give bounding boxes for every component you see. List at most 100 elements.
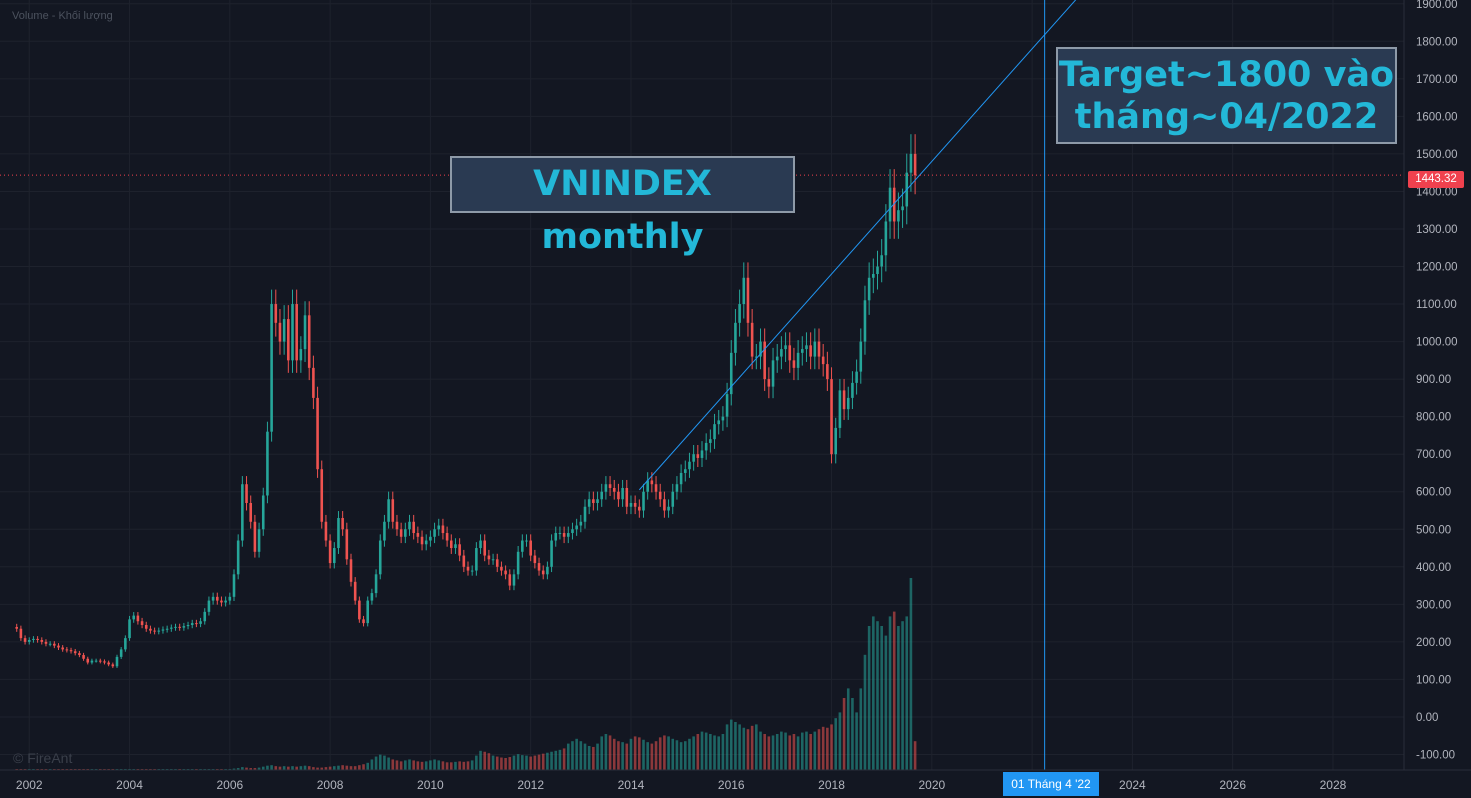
- candle-body: [621, 487, 624, 500]
- candle-body: [725, 394, 729, 417]
- candle-body: [136, 615, 140, 622]
- candle-body: [700, 450, 704, 458]
- candle-body: [554, 533, 558, 541]
- volume-bar: [358, 765, 361, 770]
- candle-body: [587, 499, 591, 507]
- candle-body: [600, 491, 604, 500]
- volume-bar: [307, 766, 311, 770]
- candle-body: [704, 442, 708, 451]
- candle-body: [608, 484, 612, 488]
- candle-body: [817, 341, 821, 357]
- y-tick-label: 1500.00: [1416, 149, 1458, 161]
- candle-body: [224, 600, 227, 603]
- volume-bar: [817, 729, 821, 770]
- candle-body: [692, 454, 695, 462]
- candle-body: [378, 540, 382, 575]
- candle-body: [395, 521, 399, 530]
- volume-bar: [291, 766, 294, 770]
- candle-body: [220, 600, 223, 603]
- volume-bar: [834, 718, 838, 770]
- candle-body: [830, 379, 833, 455]
- volume-bar: [771, 735, 775, 770]
- volume-bar: [449, 762, 453, 770]
- candle-body: [287, 319, 290, 361]
- y-tick-label: 0.00: [1416, 712, 1438, 724]
- volume-bar: [897, 626, 900, 770]
- candle-body: [236, 540, 240, 575]
- volume-bar: [312, 767, 315, 770]
- candle-body: [186, 624, 190, 627]
- candle-body: [546, 566, 549, 575]
- volume-bar: [625, 743, 629, 770]
- candle-body: [583, 506, 587, 522]
- y-tick-label: 800.00: [1416, 412, 1451, 424]
- volume-bar: [909, 578, 913, 770]
- candle-body: [291, 304, 294, 361]
- volume-bar: [700, 731, 704, 770]
- candle-body: [763, 341, 766, 380]
- title-annotation-text: VNINDEX monthly: [533, 164, 712, 257]
- trendline[interactable]: [638, 0, 1082, 491]
- volume-bar: [441, 761, 445, 770]
- volume-bar: [320, 767, 324, 770]
- candle-body: [483, 540, 487, 556]
- volume-bar: [805, 731, 808, 770]
- x-tick-label: 2026: [1219, 778, 1246, 792]
- volume-bar: [487, 753, 491, 770]
- y-tick-label: 1000.00: [1416, 337, 1458, 349]
- candle-body: [688, 461, 691, 470]
- candle-body: [633, 502, 637, 507]
- volume-bar: [420, 761, 424, 770]
- candle-body: [19, 628, 23, 639]
- candle-body: [366, 600, 370, 624]
- y-tick-label: 500.00: [1416, 524, 1451, 536]
- candle-body: [98, 660, 102, 662]
- volume-bar: [880, 626, 883, 770]
- candle-body: [713, 424, 716, 440]
- candle-body: [203, 611, 207, 622]
- y-tick-label: 100.00: [1416, 674, 1451, 686]
- volume-bar: [759, 731, 762, 770]
- candle-body: [69, 650, 73, 652]
- title-annotation[interactable]: VNINDEX monthly: [450, 156, 795, 257]
- candle-body: [15, 626, 19, 629]
- candle-body: [404, 529, 407, 537]
- volume-bar: [521, 755, 524, 770]
- price-axis[interactable]: 1900.00 1800.00 1700.00 1600.00 1500.00 1400.…: [1416, 0, 1458, 761]
- volume-bar: [813, 731, 817, 770]
- candle-body: [449, 540, 453, 549]
- volume-bar: [709, 734, 712, 770]
- target-annotation[interactable]: Target~1800 vào tháng~04/2022: [1056, 47, 1397, 144]
- price-candles: [15, 134, 917, 669]
- x-tick-label: 2024: [1119, 778, 1146, 792]
- volume-bar: [592, 746, 595, 770]
- candle-body: [742, 277, 746, 305]
- volume-bar: [303, 765, 307, 770]
- candle-body: [349, 559, 353, 582]
- candle-body: [792, 360, 796, 368]
- volume-bar: [404, 760, 407, 770]
- candle-body: [370, 593, 374, 601]
- candle-body: [40, 640, 44, 642]
- volume-bar: [558, 749, 562, 770]
- candle-body: [107, 662, 110, 665]
- candle-body: [479, 540, 482, 549]
- volume-bar: [546, 752, 549, 770]
- volume-bar: [374, 756, 378, 770]
- candle-body: [721, 416, 725, 421]
- candle-body: [412, 521, 415, 534]
- time-axis[interactable]: 2002 2004 2006 2008 2010 2012 2014 2016 2018 2020…: [16, 778, 1347, 792]
- candle-body: [679, 472, 683, 485]
- volume-bar: [913, 741, 917, 770]
- candle-body: [612, 487, 616, 492]
- candle-body: [140, 621, 144, 625]
- candle-body: [529, 540, 532, 556]
- volume-bar: [763, 734, 766, 770]
- volume-bar: [378, 754, 382, 770]
- volume-bar: [775, 734, 779, 770]
- candle-body: [821, 356, 825, 365]
- candle-body: [416, 533, 420, 537]
- volume-bar: [859, 688, 863, 770]
- candle-body: [809, 345, 812, 357]
